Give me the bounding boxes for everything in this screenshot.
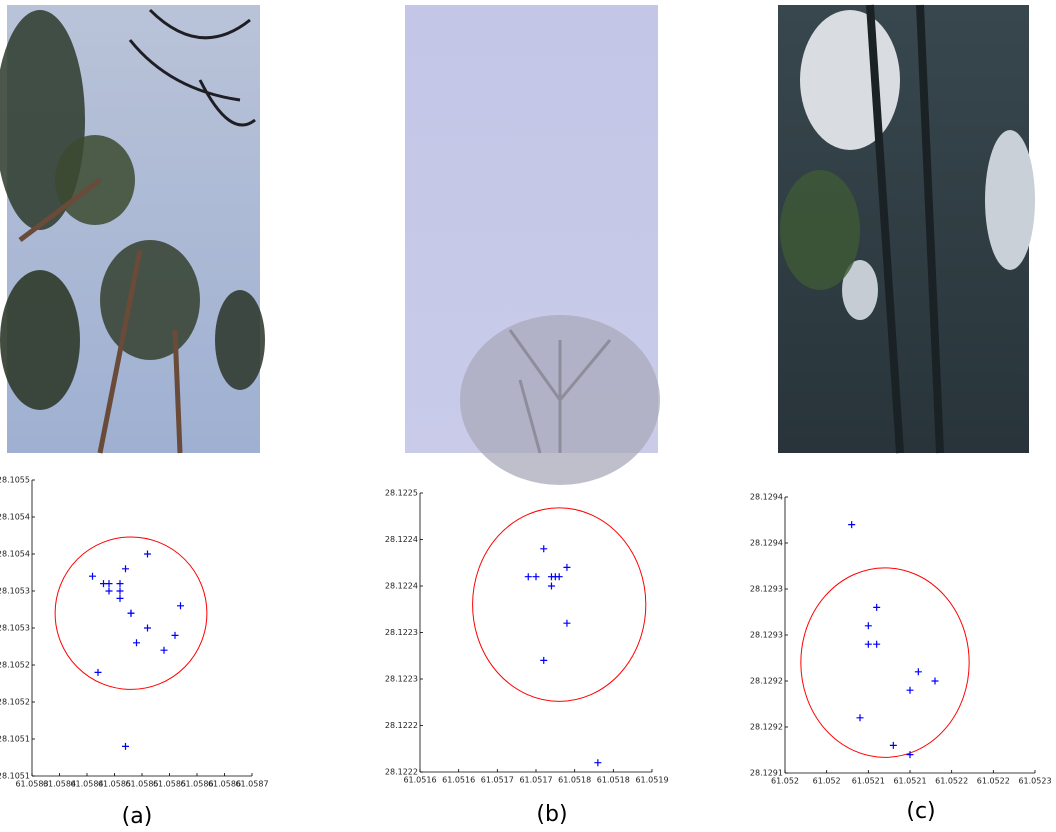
panel-caption: (b) (536, 802, 567, 827)
y-tick-label: 28.1293 (750, 585, 783, 594)
x-tick-label: 61.0519 (635, 776, 668, 785)
point (122, 565, 129, 572)
x-tick-label: 61.0517 (519, 776, 552, 785)
y-tick-label: 28.1225 (385, 489, 418, 498)
x-tick-label: 61.052 (771, 777, 799, 786)
point (890, 742, 897, 749)
point (525, 573, 532, 580)
point (172, 632, 179, 639)
y-tick-label: 28.1054 (0, 513, 30, 522)
point (915, 668, 922, 675)
point (106, 580, 113, 587)
point (932, 678, 939, 685)
photo-c (778, 5, 1035, 453)
y-tick-label: 28.1054 (0, 550, 30, 559)
point (556, 573, 563, 580)
point (540, 657, 547, 664)
x-tick-label: 61.0587 (235, 780, 268, 789)
point (865, 641, 872, 648)
scatter-plot: 28.129128.129228.129228.129328.129328.12… (750, 493, 1052, 825)
fit-circle (801, 568, 969, 758)
y-tick-label: 28.1224 (385, 535, 418, 544)
point (907, 687, 914, 694)
y-tick-label: 28.1053 (0, 624, 30, 633)
point (857, 714, 864, 721)
scatter-plot: 28.122228.122228.122328.122328.122428.12… (385, 489, 669, 828)
point (533, 573, 540, 580)
x-tick-label: 61.0521 (893, 777, 926, 786)
point (873, 604, 880, 611)
photo-b (405, 5, 660, 485)
x-tick-label: 61.0518 (597, 776, 630, 785)
point (865, 622, 872, 629)
panel-caption: (a) (122, 804, 153, 829)
y-tick-label: 28.1051 (0, 735, 30, 744)
y-tick-label: 28.1292 (750, 677, 783, 686)
y-tick-label: 28.1223 (385, 628, 418, 637)
y-tick-label: 28.1294 (750, 539, 783, 548)
y-tick-label: 28.1053 (0, 587, 30, 596)
y-tick-label: 28.1052 (0, 661, 30, 670)
point (873, 641, 880, 648)
point (128, 610, 135, 617)
x-tick-label: 61.0522 (977, 777, 1010, 786)
x-tick-label: 61.0518 (558, 776, 591, 785)
x-tick-label: 61.0516 (403, 776, 436, 785)
y-tick-label: 28.1223 (385, 675, 418, 684)
point (117, 595, 124, 602)
point (594, 759, 601, 766)
y-tick-label: 28.1294 (750, 493, 783, 502)
point (177, 602, 184, 609)
point (117, 580, 124, 587)
point (161, 647, 168, 654)
point (144, 551, 151, 558)
photo-a (0, 5, 265, 453)
point (563, 620, 570, 627)
figure-canvas: 28.105128.105128.105228.105228.105328.10… (0, 0, 1056, 832)
y-tick-label: 28.1222 (385, 721, 418, 730)
point (133, 639, 140, 646)
scatter-plot: 28.105128.105128.105228.105228.105328.10… (0, 476, 269, 830)
y-tick-label: 28.1292 (750, 723, 783, 732)
point (548, 583, 555, 590)
point (122, 743, 129, 750)
point (89, 573, 96, 580)
x-tick-label: 61.0522 (935, 777, 968, 786)
point (563, 564, 570, 571)
point (540, 545, 547, 552)
figure: 28.105128.105128.105228.105228.105328.10… (0, 0, 1056, 832)
panel-caption: (c) (906, 799, 935, 824)
x-tick-label: 61.0521 (852, 777, 885, 786)
y-tick-label: 28.1293 (750, 631, 783, 640)
x-tick-label: 61.0517 (481, 776, 514, 785)
point (144, 625, 151, 632)
point (95, 669, 102, 676)
fit-circle (473, 508, 646, 701)
x-tick-label: 61.0516 (442, 776, 475, 785)
y-tick-label: 28.1052 (0, 698, 30, 707)
point (117, 588, 124, 595)
y-tick-label: 28.1055 (0, 476, 30, 485)
y-tick-label: 28.1224 (385, 582, 418, 591)
point (848, 521, 855, 528)
x-tick-label: 61.052 (813, 777, 841, 786)
point (106, 588, 113, 595)
x-tick-label: 61.0523 (1018, 777, 1051, 786)
